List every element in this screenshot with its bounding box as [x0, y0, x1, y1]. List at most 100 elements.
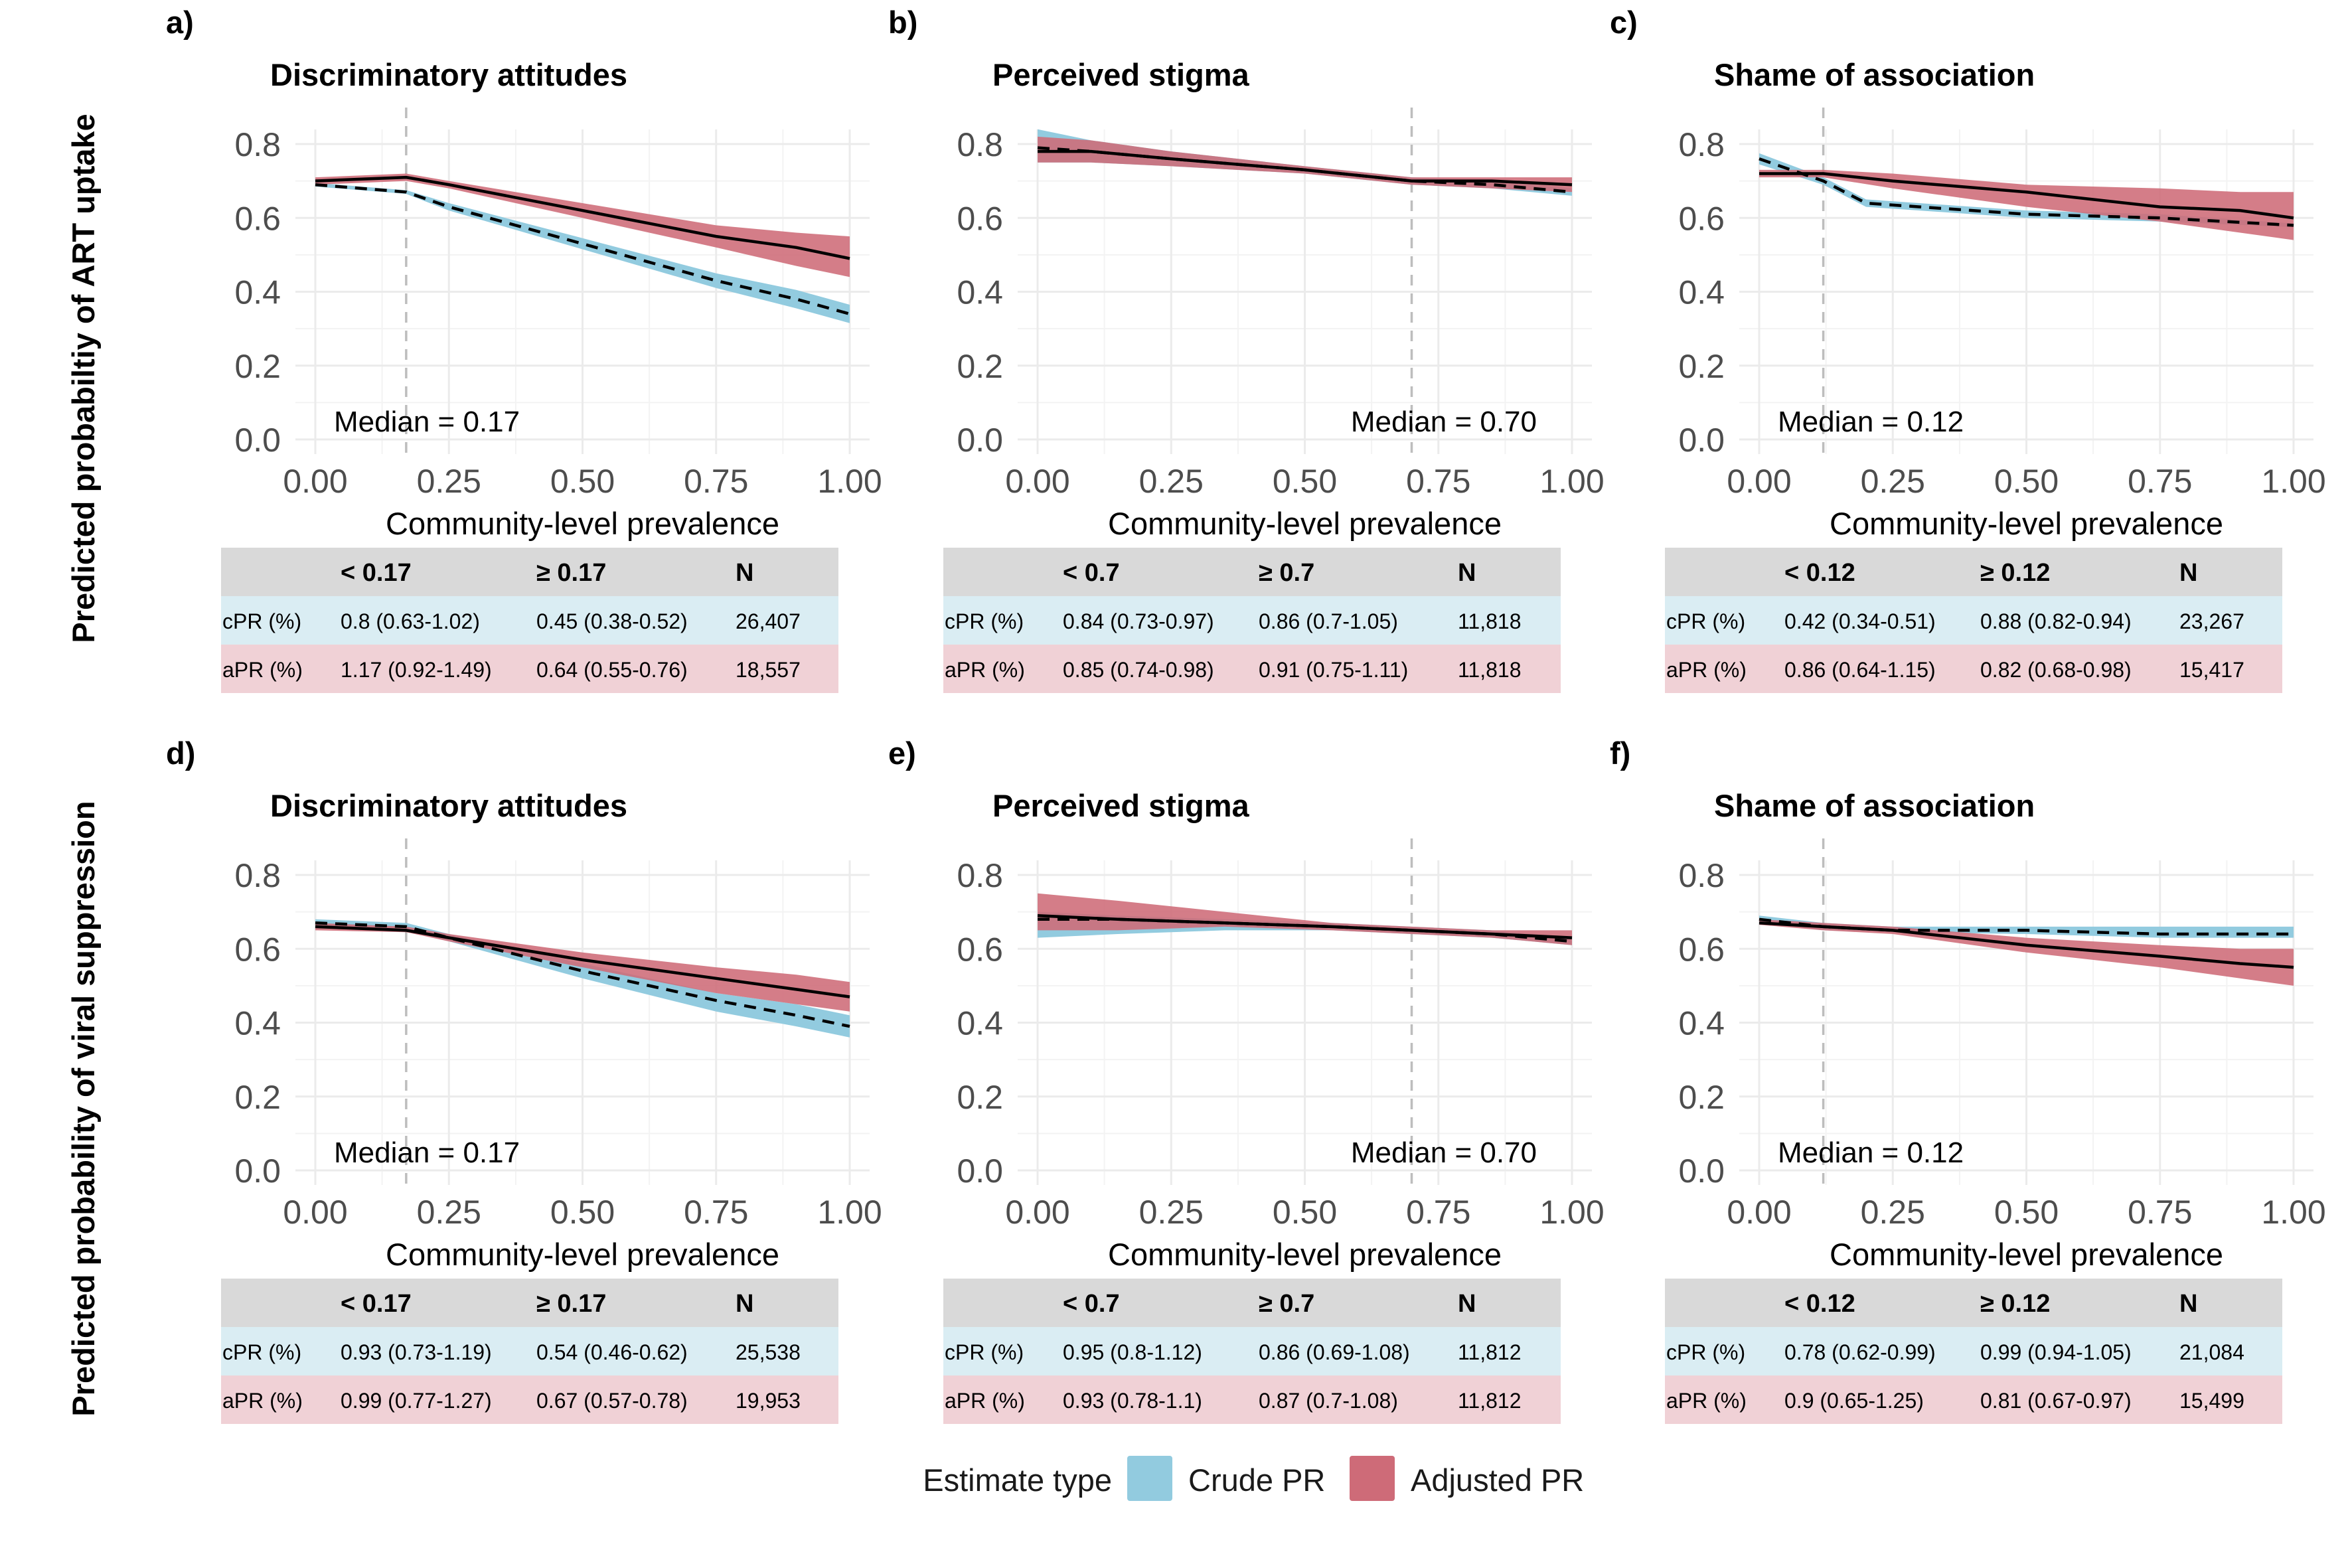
- table-cell: 0.86 (0.69-1.08): [1259, 1340, 1410, 1364]
- table-header-cell: ≥ 0.12: [1980, 1290, 2050, 1318]
- ribbon-adjusted: [1038, 136, 1572, 193]
- x-tick-label: 0.25: [1139, 463, 1204, 500]
- table-row-label: aPR (%): [945, 1389, 1025, 1413]
- x-tick-label: 0.75: [2128, 463, 2192, 500]
- table-cell: 0.88 (0.82-0.94): [1980, 609, 2132, 633]
- y-tick-label: 0.4: [234, 1005, 281, 1042]
- table-row-label: cPR (%): [945, 1340, 1024, 1364]
- table-row-label: cPR (%): [1666, 1340, 1745, 1364]
- x-tick-label: 0.50: [1994, 1194, 2059, 1231]
- x-tick-label: 1.00: [1539, 463, 1604, 500]
- y-tick-label: 0.8: [957, 857, 1003, 894]
- table-header-row: [943, 548, 1561, 596]
- median-label: Median = 0.17: [334, 1137, 520, 1169]
- x-tick-label: 0.25: [1139, 1194, 1204, 1231]
- table-cell: 0.93 (0.78-1.1): [1063, 1389, 1202, 1413]
- table-cell: 15,499: [2179, 1389, 2244, 1413]
- y-tick-label: 0.4: [234, 274, 281, 311]
- table-cell: 21,084: [2179, 1340, 2244, 1364]
- panel-title: Discriminatory attitudes: [270, 788, 627, 823]
- table-header-cell: ≥ 0.7: [1259, 559, 1314, 587]
- panel-title: Shame of association: [1714, 788, 2035, 823]
- table-cell: 11,812: [1458, 1389, 1522, 1413]
- line-adjusted: [1759, 921, 2294, 969]
- x-axis-title: Community-level prevalence: [1830, 506, 2223, 541]
- table-row-label: aPR (%): [222, 658, 303, 682]
- median-label: Median = 0.17: [334, 406, 520, 438]
- ribbon-adjusted: [315, 923, 850, 1012]
- x-tick-label: 1.00: [817, 1194, 882, 1231]
- x-tick-label: 1.00: [1539, 1194, 1604, 1231]
- line-adjusted: [1037, 913, 1573, 939]
- ribbon-crude: [315, 919, 850, 1038]
- table-header-cell: < 0.12: [1784, 559, 1855, 587]
- legend-swatch-crude: [1127, 1456, 1172, 1501]
- table-row: [1665, 645, 2282, 693]
- y-tick-label: 0.8: [1678, 857, 1725, 894]
- line-adjusted: [315, 175, 850, 260]
- table-row-label: aPR (%): [1666, 658, 1747, 682]
- table-row: [943, 596, 1561, 645]
- y-tick-label: 0.6: [1678, 200, 1725, 237]
- legend-label-crude: Crude PR: [1188, 1462, 1325, 1498]
- table-cell: 0.54 (0.46-0.62): [536, 1340, 688, 1364]
- median-label: Median = 0.12: [1778, 1137, 1964, 1169]
- table-header-cell: < 0.17: [341, 559, 412, 587]
- panel-title: Discriminatory attitudes: [270, 57, 627, 92]
- line-crude: [315, 183, 850, 316]
- table-header-cell: N: [736, 1290, 753, 1318]
- table-cell: 0.85 (0.74-0.98): [1063, 658, 1214, 682]
- table-cell: 1.17 (0.92-1.49): [341, 658, 492, 682]
- panel-e: e) Perceived stigma 0.0 0.2 0.4 0.6 0.8 0.00 0.2…: [888, 736, 1605, 1424]
- y-tick-label: 0.8: [1678, 126, 1725, 163]
- table-cell: 0.87 (0.7-1.08): [1259, 1389, 1398, 1413]
- x-tick-label: 0.00: [1727, 463, 1791, 500]
- x-tick-label: 0.00: [1005, 463, 1069, 500]
- table-cell: 0.9 (0.65-1.25): [1784, 1389, 1924, 1413]
- table-header-cell: N: [736, 559, 753, 587]
- x-axis-title: Community-level prevalence: [1108, 506, 1502, 541]
- y-title-bottom: Predicted probability of viral suppressi…: [66, 801, 101, 1416]
- line-adjusted: [1038, 149, 1573, 187]
- panel-letter: c): [1610, 5, 1638, 40]
- y-tick-label: 0.6: [234, 931, 281, 968]
- table-row-label: aPR (%): [222, 1389, 303, 1413]
- y-tick-label: 0.8: [234, 857, 281, 894]
- panel-d: d) Discriminatory attitudes 0.0 0.2 0.4 0.6 0.…: [166, 736, 882, 1424]
- table-header-cell: N: [1458, 559, 1476, 587]
- x-tick-label: 0.00: [1005, 1194, 1069, 1231]
- table-cell: 0.64 (0.55-0.76): [536, 658, 688, 682]
- legend-title: Estimate type: [923, 1462, 1112, 1498]
- panel-f: f) Shame of association 0.0 0.2 0.4 0.6 0.8 0.0…: [1610, 736, 2326, 1424]
- x-tick-label: 0.25: [417, 463, 481, 500]
- table-cell: 15,417: [2179, 658, 2244, 682]
- table-cell: 0.42 (0.34-0.51): [1784, 609, 1936, 633]
- panel-letter: e): [888, 736, 916, 771]
- table-row-label: cPR (%): [945, 609, 1024, 633]
- table-header-cell: < 0.17: [341, 1290, 412, 1318]
- table-row: [221, 1327, 838, 1375]
- table-header-cell: ≥ 0.7: [1259, 1290, 1314, 1318]
- table-row: [1665, 596, 2282, 645]
- line-crude: [1759, 917, 2294, 936]
- table-header-cell: N: [1458, 1290, 1476, 1318]
- y-tick-label: 0.4: [957, 1005, 1003, 1042]
- y-tick-label: 0.2: [234, 348, 281, 385]
- median-label: Median = 0.70: [1351, 1137, 1537, 1169]
- table-row-label: aPR (%): [1666, 1389, 1747, 1413]
- table-row: [1665, 1375, 2282, 1424]
- panel-title: Shame of association: [1714, 57, 2035, 92]
- x-tick-label: 0.50: [1994, 463, 2059, 500]
- table-cell: 0.81 (0.67-0.97): [1980, 1389, 2132, 1413]
- table-cell: 0.78 (0.62-0.99): [1784, 1340, 1936, 1364]
- table-header-cell: N: [2179, 1290, 2197, 1318]
- x-tick-label: 0.75: [1406, 1194, 1470, 1231]
- table-row-label: cPR (%): [222, 1340, 301, 1364]
- table-row-label: cPR (%): [222, 609, 301, 633]
- table-cell: 0.84 (0.73-0.97): [1063, 609, 1214, 633]
- y-tick-label: 0.8: [957, 126, 1003, 163]
- table-header-row: [1665, 1279, 2282, 1327]
- table-cell: 11,818: [1458, 609, 1522, 633]
- panel-letter: f): [1610, 736, 1630, 771]
